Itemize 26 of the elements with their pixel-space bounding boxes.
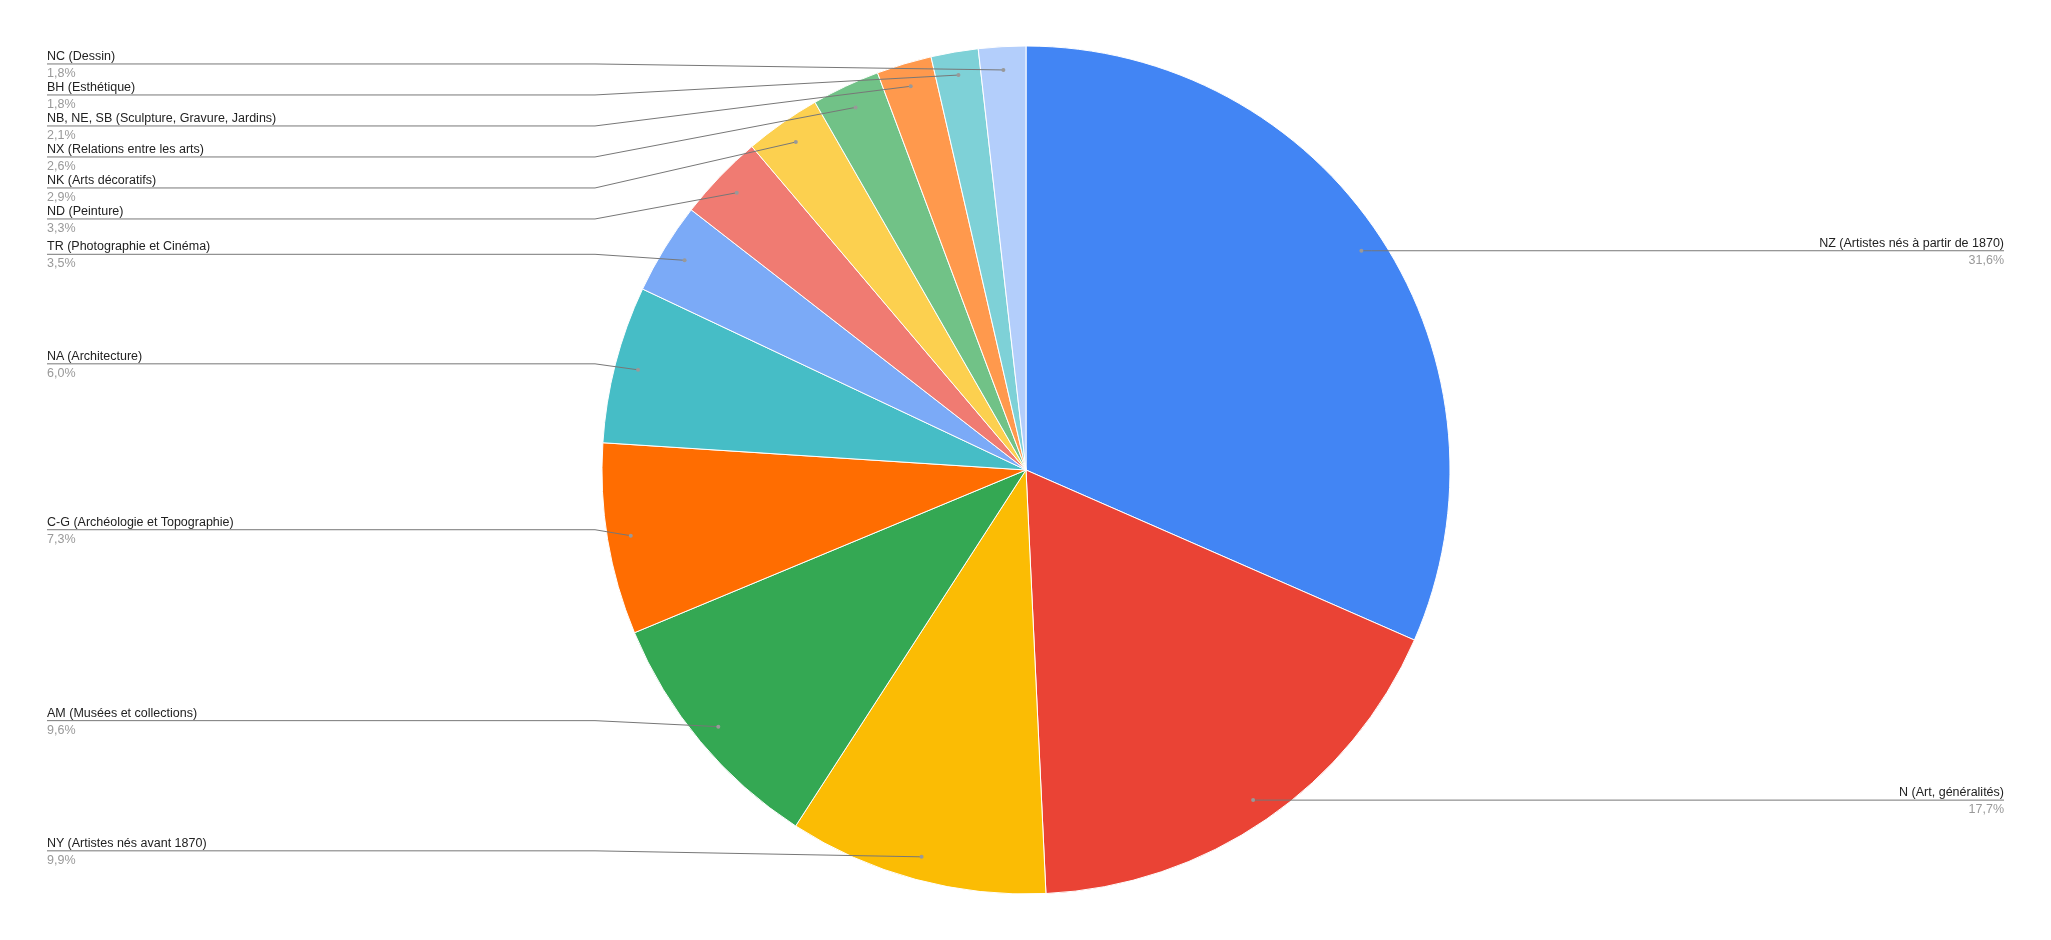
slice-label: NC (Dessin)	[47, 48, 116, 63]
slice-label: AM (Musées et collections)	[47, 705, 198, 720]
data-label: 3,5%	[47, 256, 76, 271]
slice-label: NA (Architecture)	[47, 348, 143, 363]
data-label: 1,8%	[47, 65, 76, 80]
data-label: 3,3%	[47, 220, 76, 235]
slice-label: TR (Photographie et Cinéma)	[47, 239, 211, 254]
slice-label: NB, NE, SB (Sculpture, Gravure, Jardins)	[47, 110, 277, 125]
data-label: 9,9%	[47, 852, 76, 867]
data-label: 7,3%	[47, 531, 76, 546]
data-label: 2,9%	[47, 189, 76, 204]
slice-label: N (Art, généralités)	[1899, 785, 2004, 800]
slice-label: BH (Esthétique)	[47, 79, 136, 94]
data-label: 6,0%	[47, 365, 76, 380]
data-label: 2,6%	[47, 158, 76, 173]
slice-label: NX (Relations entre les arts)	[47, 141, 205, 156]
slice-label: NZ (Artistes nés à partir de 1870)	[1819, 235, 2004, 250]
slice-label: ND (Peinture)	[47, 203, 124, 218]
data-label: 1,8%	[47, 96, 76, 111]
data-label: 31,6%	[1968, 252, 2004, 267]
slice-label: NK (Arts décoratifs)	[47, 172, 157, 187]
data-label: 17,7%	[1968, 802, 2004, 817]
slice-label: C-G (Archéologie et Topographie)	[47, 514, 234, 529]
slice-label: NY (Artistes nés avant 1870)	[47, 835, 207, 850]
data-label: 9,6%	[47, 722, 76, 737]
data-label: 2,1%	[47, 127, 76, 142]
